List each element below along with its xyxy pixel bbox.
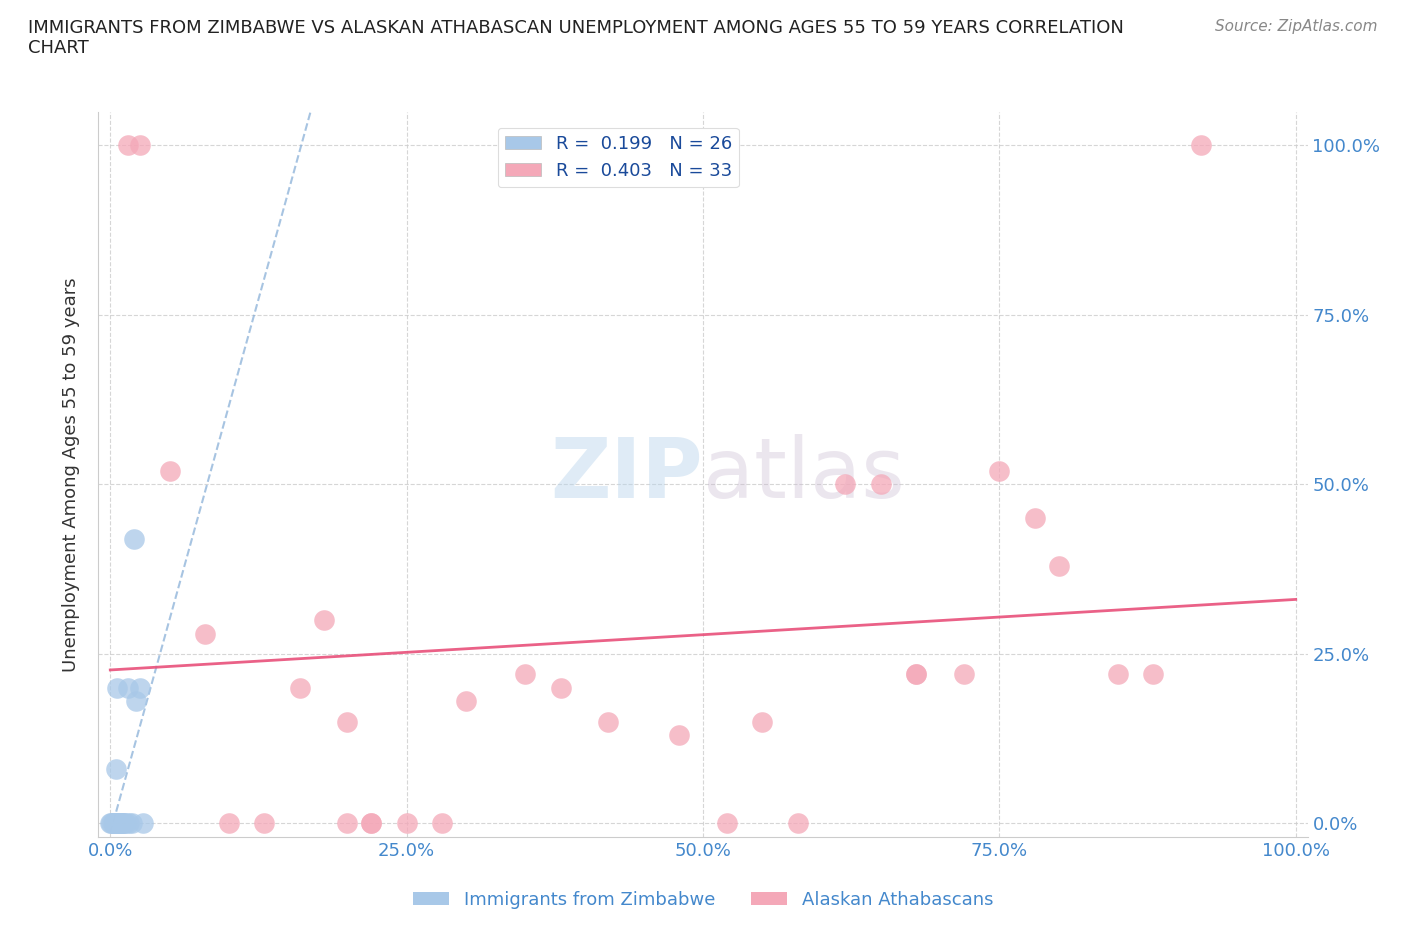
Point <box>751 714 773 729</box>
Point <box>122 531 145 546</box>
Point <box>952 667 974 682</box>
Text: IMMIGRANTS FROM ZIMBABWE VS ALASKAN ATHABASCAN UNEMPLOYMENT AMONG AGES 55 TO 59 : IMMIGRANTS FROM ZIMBABWE VS ALASKAN ATHA… <box>28 19 1123 58</box>
Point <box>129 138 152 153</box>
Point <box>117 138 139 153</box>
Point <box>312 613 335 628</box>
Point <box>1047 558 1070 573</box>
Point <box>104 816 127 830</box>
Point <box>98 816 121 830</box>
Point <box>834 477 856 492</box>
Point <box>103 816 125 830</box>
Point <box>218 816 240 830</box>
Point <box>108 816 131 830</box>
Point <box>1142 667 1164 682</box>
Point <box>105 816 128 830</box>
Point <box>105 681 128 696</box>
Point <box>988 463 1011 478</box>
Point <box>110 816 132 830</box>
Point <box>905 667 928 682</box>
Point <box>194 626 217 641</box>
Point <box>111 816 134 830</box>
Point <box>1189 138 1212 153</box>
Point <box>336 714 359 729</box>
Point <box>360 816 382 830</box>
Point <box>253 816 276 830</box>
Point <box>100 816 122 830</box>
Point <box>121 816 143 830</box>
Point <box>786 816 808 830</box>
Point <box>598 714 620 729</box>
Point <box>114 816 136 830</box>
Text: ZIP: ZIP <box>551 433 703 515</box>
Point <box>716 816 738 830</box>
Point <box>432 816 454 830</box>
Point <box>107 816 129 830</box>
Point <box>105 762 128 777</box>
Point <box>550 681 572 696</box>
Point <box>905 667 928 682</box>
Y-axis label: Unemployment Among Ages 55 to 59 years: Unemployment Among Ages 55 to 59 years <box>62 277 80 671</box>
Text: atlas: atlas <box>703 433 904 515</box>
Point <box>1024 511 1046 525</box>
Point <box>1107 667 1129 682</box>
Point <box>869 477 891 492</box>
Point <box>454 694 477 709</box>
Point <box>104 816 127 830</box>
Point <box>668 728 690 743</box>
Point <box>103 816 125 830</box>
Point <box>288 681 311 696</box>
Point <box>395 816 418 830</box>
Point <box>114 816 136 830</box>
Point <box>112 816 135 830</box>
Text: Source: ZipAtlas.com: Source: ZipAtlas.com <box>1215 19 1378 33</box>
Legend: R =  0.199   N = 26, R =  0.403   N = 33: R = 0.199 N = 26, R = 0.403 N = 33 <box>498 128 740 187</box>
Point <box>117 681 139 696</box>
Point <box>515 667 537 682</box>
Point <box>105 816 128 830</box>
Point <box>336 816 359 830</box>
Point <box>108 816 131 830</box>
Point <box>360 816 382 830</box>
Point <box>101 816 124 830</box>
Point <box>159 463 181 478</box>
Point <box>125 694 148 709</box>
Point <box>118 816 141 830</box>
Point <box>132 816 155 830</box>
Legend: Immigrants from Zimbabwe, Alaskan Athabascans: Immigrants from Zimbabwe, Alaskan Athaba… <box>406 884 1000 916</box>
Point <box>129 681 152 696</box>
